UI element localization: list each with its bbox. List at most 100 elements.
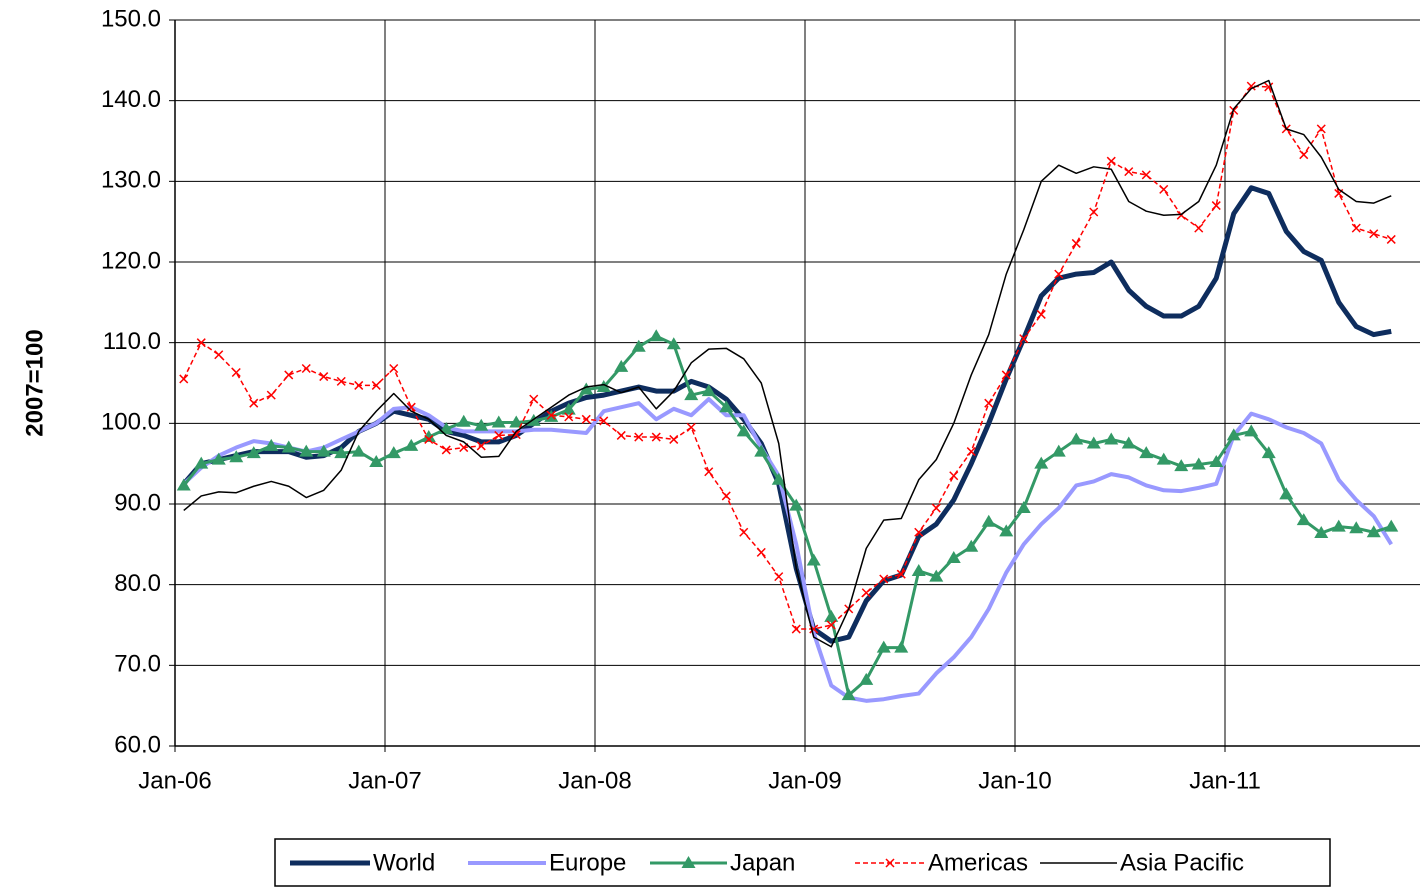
marker bbox=[739, 527, 749, 537]
marker bbox=[1349, 521, 1364, 534]
marker bbox=[1351, 223, 1361, 233]
marker bbox=[494, 430, 504, 440]
legend: World Europe Japan Americas Asia Pacific bbox=[274, 838, 1331, 887]
x-tick-label: Jan-10 bbox=[978, 767, 1051, 794]
marker bbox=[651, 432, 661, 442]
y-tick-label: 140.0 bbox=[101, 86, 161, 113]
marker bbox=[179, 374, 189, 384]
series bbox=[183, 79, 1392, 648]
marker bbox=[509, 415, 524, 428]
marker bbox=[876, 640, 891, 653]
marker bbox=[371, 380, 381, 390]
marker bbox=[1069, 432, 1084, 445]
marker bbox=[1089, 207, 1099, 217]
marker bbox=[439, 421, 454, 434]
marker bbox=[879, 574, 889, 584]
series-line bbox=[181, 185, 1392, 644]
marker bbox=[684, 388, 699, 401]
marker bbox=[841, 688, 856, 701]
marker bbox=[456, 414, 471, 427]
marker bbox=[791, 624, 801, 634]
marker bbox=[336, 376, 346, 386]
y-tick-label: 60.0 bbox=[114, 731, 161, 758]
marker bbox=[1174, 459, 1189, 472]
marker bbox=[354, 380, 364, 390]
marker bbox=[999, 524, 1014, 537]
marker bbox=[981, 514, 996, 527]
marker bbox=[1296, 513, 1311, 526]
marker bbox=[861, 588, 871, 598]
x-tick-label: Jan-07 bbox=[348, 767, 421, 794]
marker bbox=[704, 467, 714, 477]
marker bbox=[599, 416, 609, 426]
marker bbox=[1106, 156, 1116, 166]
marker bbox=[1001, 370, 1011, 380]
marker bbox=[1139, 446, 1154, 459]
marker bbox=[211, 452, 226, 465]
marker bbox=[616, 430, 626, 440]
marker bbox=[719, 400, 734, 413]
marker bbox=[424, 434, 434, 444]
marker bbox=[404, 438, 419, 451]
marker bbox=[949, 471, 959, 481]
marker bbox=[1386, 234, 1396, 244]
marker bbox=[964, 539, 979, 552]
marker bbox=[319, 372, 329, 382]
marker bbox=[1209, 455, 1224, 468]
marker bbox=[1019, 334, 1029, 344]
marker bbox=[1016, 501, 1031, 514]
marker bbox=[911, 563, 926, 576]
marker bbox=[386, 446, 401, 459]
marker bbox=[1141, 170, 1151, 180]
series bbox=[182, 397, 1393, 703]
legend-label: Japan bbox=[730, 849, 795, 876]
marker bbox=[1191, 457, 1206, 470]
marker bbox=[929, 569, 944, 582]
marker bbox=[581, 414, 591, 424]
marker bbox=[1384, 519, 1399, 532]
marker bbox=[564, 412, 574, 422]
legend-label: Americas bbox=[928, 849, 1028, 876]
marker bbox=[771, 472, 786, 485]
marker bbox=[966, 447, 976, 457]
marker bbox=[214, 350, 224, 360]
series bbox=[179, 81, 1396, 634]
marker bbox=[229, 450, 244, 463]
marker bbox=[885, 858, 895, 868]
marker bbox=[579, 382, 594, 395]
marker bbox=[1279, 487, 1294, 500]
marker bbox=[1366, 525, 1381, 538]
y-tick-label: 90.0 bbox=[114, 489, 161, 516]
marker bbox=[806, 553, 821, 566]
marker bbox=[561, 402, 576, 415]
y-tick-label: 100.0 bbox=[101, 409, 161, 436]
marker bbox=[754, 444, 769, 457]
series bbox=[176, 329, 1399, 701]
series bbox=[181, 185, 1392, 644]
marker bbox=[789, 498, 804, 511]
marker bbox=[1036, 309, 1046, 319]
legend-label: World bbox=[373, 849, 435, 876]
marker bbox=[1071, 238, 1081, 248]
marker bbox=[176, 478, 191, 491]
marker bbox=[756, 547, 766, 557]
marker bbox=[264, 438, 279, 451]
marker bbox=[666, 337, 681, 350]
marker bbox=[351, 444, 366, 457]
marker bbox=[984, 398, 994, 408]
marker bbox=[1246, 81, 1256, 91]
marker bbox=[614, 359, 629, 372]
marker bbox=[406, 402, 416, 412]
marker bbox=[824, 609, 839, 622]
marker bbox=[1159, 184, 1169, 194]
marker bbox=[316, 444, 331, 457]
marker bbox=[701, 384, 716, 397]
legend-label: Asia Pacific bbox=[1120, 849, 1244, 876]
x-tick-label: Jan-09 bbox=[768, 767, 841, 794]
marker bbox=[649, 329, 664, 342]
marker bbox=[474, 418, 489, 431]
marker bbox=[194, 456, 209, 469]
marker bbox=[1226, 428, 1241, 441]
marker bbox=[441, 445, 451, 455]
